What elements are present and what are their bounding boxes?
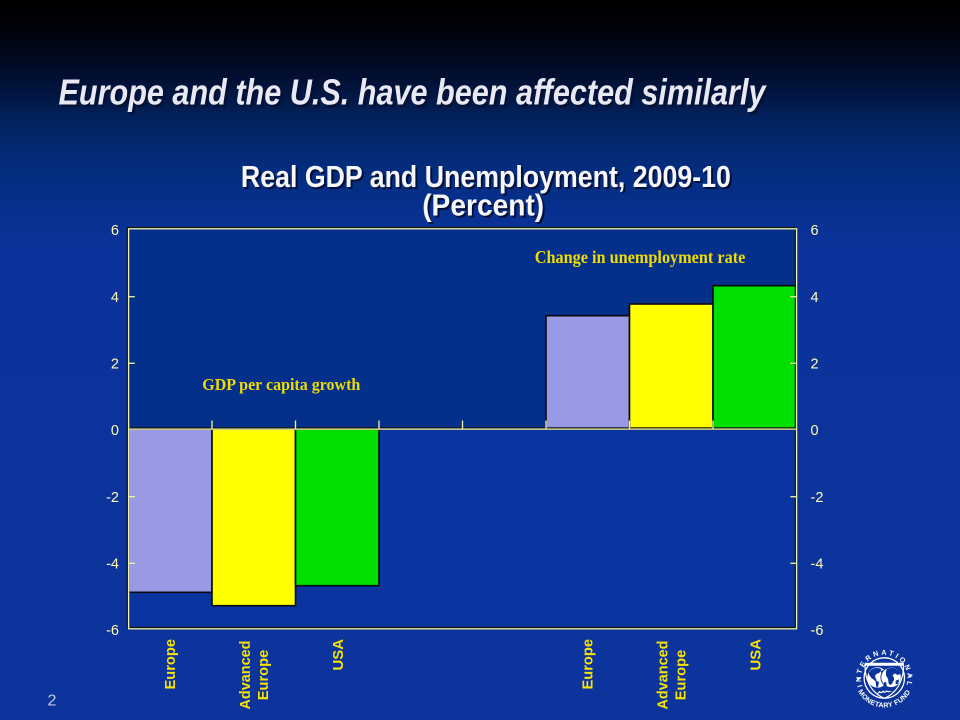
svg-text:USA: USA xyxy=(330,639,347,671)
svg-text:Change in unemployment rate: Change in unemployment rate xyxy=(535,247,746,267)
svg-text:Real GDP and Unemployment, 200: Real GDP and Unemployment, 2009-10 xyxy=(241,159,731,194)
svg-text:-6: -6 xyxy=(811,623,824,639)
svg-text:2: 2 xyxy=(811,357,819,373)
svg-text:0: 0 xyxy=(111,423,119,439)
svg-text:Europe: Europe xyxy=(255,650,272,701)
svg-text:(Percent): (Percent) xyxy=(422,188,544,223)
svg-text:4: 4 xyxy=(111,290,119,306)
svg-text:Europe: Europe xyxy=(672,650,689,701)
svg-text:2: 2 xyxy=(48,693,57,710)
svg-text:6: 6 xyxy=(811,223,819,239)
svg-text:Advanced: Advanced xyxy=(654,641,671,710)
svg-text:-6: -6 xyxy=(106,623,119,639)
svg-text:Europe and the U.S. have been: Europe and the U.S. have been affected s… xyxy=(61,75,770,115)
svg-text:4: 4 xyxy=(811,290,819,306)
svg-text:-4: -4 xyxy=(811,557,824,573)
svg-text:Advanced: Advanced xyxy=(237,641,254,710)
svg-text:-2: -2 xyxy=(106,490,119,506)
svg-text:Real GDP and Unemployment, 200: Real GDP and Unemployment, 2009-10 xyxy=(243,161,733,196)
svg-text:-4: -4 xyxy=(106,557,119,573)
svg-text:USA: USA xyxy=(747,639,764,671)
svg-text:Europe: Europe xyxy=(579,639,596,690)
svg-text:Europe and the U.S. have been: Europe and the U.S. have been affected s… xyxy=(59,73,768,113)
svg-text:Europe: Europe xyxy=(162,639,179,690)
svg-text:0: 0 xyxy=(811,423,819,439)
svg-text:-2: -2 xyxy=(811,490,824,506)
svg-text:GDP per capita growth: GDP per capita growth xyxy=(202,375,361,394)
svg-text:6: 6 xyxy=(111,223,119,239)
svg-text:2: 2 xyxy=(111,357,119,373)
svg-text:(Percent): (Percent) xyxy=(424,190,546,225)
